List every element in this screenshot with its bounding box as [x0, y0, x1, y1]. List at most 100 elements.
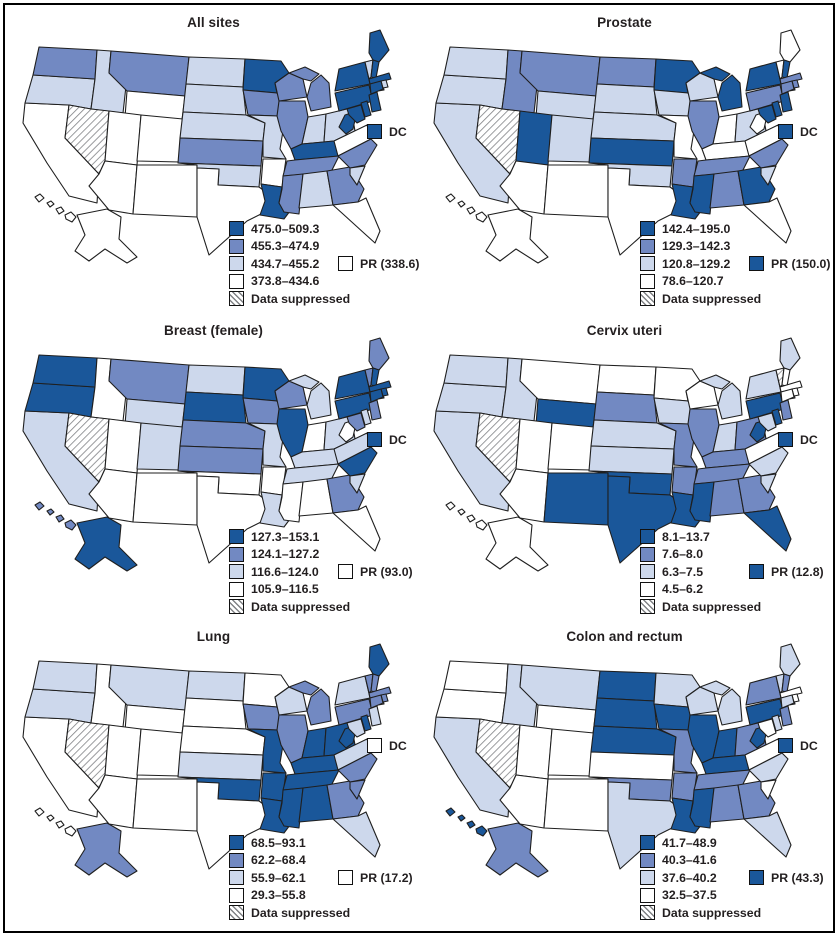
- state-NM: [543, 472, 609, 526]
- state-MI: [288, 66, 332, 112]
- state-FL: [332, 505, 381, 552]
- state-DE: [360, 100, 372, 118]
- pr-callout: PR (93.0): [338, 564, 413, 579]
- legend-swatch-q4: [229, 529, 244, 544]
- state-OR: [24, 74, 96, 110]
- state-NM: [132, 778, 198, 832]
- legend-label: 129.3–142.3: [662, 239, 731, 254]
- state-MD: [346, 104, 366, 124]
- state-HI: [445, 501, 488, 531]
- pr-label: PR (43.3): [771, 870, 824, 885]
- state-MI: [288, 374, 332, 420]
- state-NH: [370, 59, 380, 79]
- state-HI: [445, 193, 488, 223]
- legend-swatch-q4: [640, 221, 655, 236]
- state-NM: [132, 164, 198, 218]
- legend-row: 455.3–474.9: [229, 238, 350, 254]
- state-DE: [360, 714, 372, 732]
- state-MD: [757, 104, 777, 124]
- state-DE: [360, 408, 372, 426]
- legend-swatch-q1: [229, 273, 244, 289]
- state-SC: [349, 165, 366, 186]
- pr-callout: PR (150.0): [749, 256, 830, 271]
- state-AK: [485, 516, 549, 572]
- state-WI: [685, 72, 719, 102]
- legend-label: 142.4–195.0: [662, 221, 731, 236]
- legend-label: 37.6–40.2: [662, 870, 717, 885]
- state-SC: [760, 165, 777, 186]
- state-MI: [699, 66, 743, 112]
- state-OR: [435, 688, 507, 724]
- state-CO: [136, 422, 184, 471]
- state-KS: [588, 445, 675, 475]
- panel-title: Prostate: [597, 15, 652, 30]
- state-SD: [593, 83, 658, 116]
- state-ND: [596, 364, 657, 396]
- state-NC: [337, 446, 378, 477]
- state-NJ: [779, 91, 793, 113]
- panel-title: Lung: [196, 629, 231, 644]
- legend: 127.3–153.1 124.1–127.2 116.6–124.0 105.…: [229, 529, 350, 617]
- legend: 41.7–48.9 40.3–41.6 37.6–40.2 32.5–37.5 …: [640, 835, 761, 923]
- dc-label: DC: [800, 124, 818, 139]
- panel-colon-and-rectum: Colon and rectum DC 41.7–48.9 40.3–41.6 …: [422, 623, 827, 926]
- legend-row: 62.2–68.4: [229, 852, 350, 868]
- legend-label: 105.9–116.5: [251, 582, 319, 597]
- legend-row: Data suppressed: [229, 599, 350, 615]
- legend-swatch-q2: [229, 256, 244, 272]
- legend-row: 40.3–41.6: [640, 852, 761, 868]
- pr-swatch: [749, 870, 764, 885]
- state-CO: [547, 728, 595, 777]
- state-OR: [24, 688, 96, 724]
- dc-swatch: [367, 432, 382, 447]
- us-map: [22, 337, 392, 572]
- dc-swatch: [778, 432, 793, 447]
- panel-breast-female: Breast (female) DC 127.3–153.1 124.1–127…: [11, 317, 416, 620]
- state-NM: [132, 472, 198, 526]
- legend-label: 78.6–120.7: [662, 274, 724, 289]
- state-SC: [349, 473, 366, 494]
- legend-row: 4.5–6.2: [640, 581, 761, 597]
- state-NJ: [779, 705, 793, 727]
- dc-label: DC: [800, 432, 818, 447]
- state-NH: [781, 367, 791, 387]
- legend-label: 41.7–48.9: [662, 835, 717, 850]
- legend-swatch-q3: [229, 852, 244, 868]
- legend-label: 127.3–153.1: [251, 529, 320, 544]
- state-WA: [32, 46, 98, 80]
- legend-label: 32.5–37.5: [662, 888, 717, 903]
- legend-row: 32.5–37.5: [640, 887, 761, 903]
- dc-callout: DC: [778, 124, 818, 139]
- pr-swatch: [338, 256, 353, 271]
- legend-swatch-suppressed: [229, 905, 244, 921]
- pr-label: PR (338.6): [360, 256, 420, 271]
- state-HI: [445, 807, 488, 837]
- panel-all-sites: All sites DC 475.0–509.3 455.3–474.9 434…: [11, 9, 420, 312]
- state-SC: [760, 473, 777, 494]
- legend-label: 29.3–55.8: [251, 888, 306, 903]
- state-CO: [136, 728, 184, 777]
- legend-swatch-q3: [229, 238, 244, 254]
- state-KS: [177, 751, 264, 781]
- legend-row: 8.1–13.7: [640, 529, 761, 544]
- dc-swatch: [367, 124, 382, 139]
- legend-swatch-suppressed: [640, 905, 655, 921]
- state-WI: [685, 686, 719, 716]
- state-OR: [435, 74, 507, 110]
- legend-row: 142.4–195.0: [640, 221, 761, 236]
- state-MI: [288, 680, 332, 726]
- legend-label: 124.1–127.2: [251, 547, 320, 562]
- dc-callout: DC: [367, 738, 407, 753]
- state-NC: [337, 138, 378, 169]
- legend-row: 6.3–7.5: [640, 564, 761, 580]
- state-AK: [74, 822, 138, 878]
- legend-row: 127.3–153.1: [229, 529, 350, 544]
- state-WI: [274, 72, 308, 102]
- legend-label: 6.3–7.5: [662, 564, 704, 579]
- state-NJ: [368, 91, 382, 113]
- state-MA: [779, 686, 803, 699]
- state-UT: [515, 724, 553, 780]
- state-WI: [274, 686, 308, 716]
- legend: 68.5–93.1 62.2–68.4 55.9–62.1 29.3–55.8 …: [229, 835, 350, 923]
- legend-label: 62.2–68.4: [251, 853, 306, 868]
